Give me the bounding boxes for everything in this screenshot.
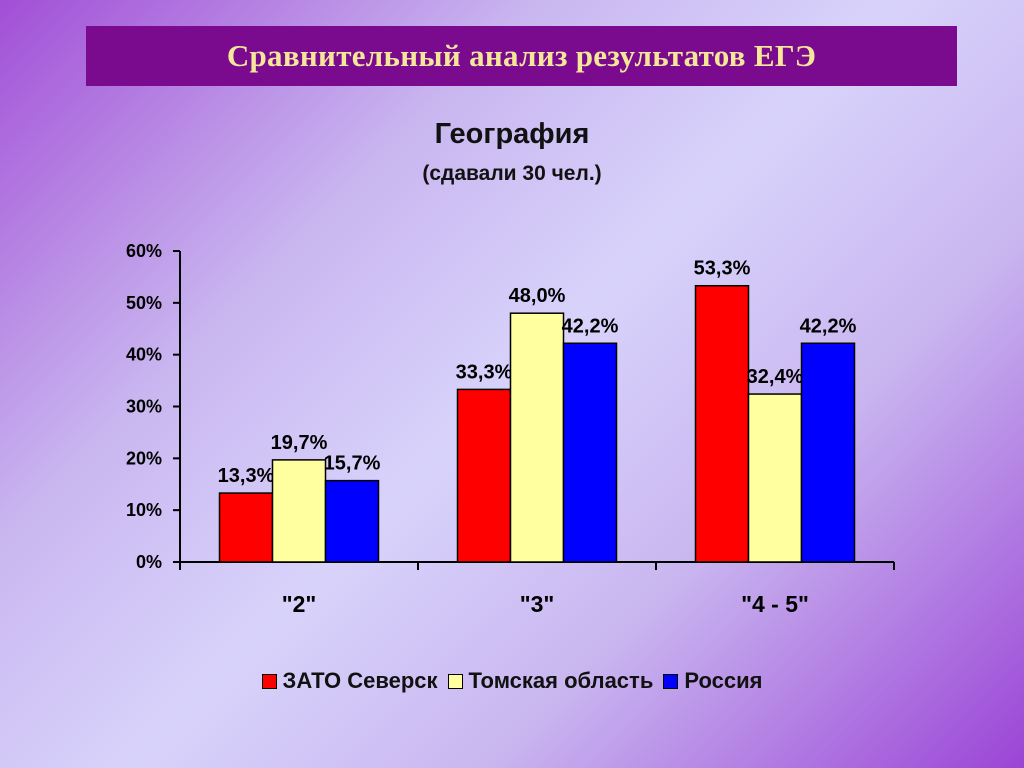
y-tick-label: 50% (126, 293, 162, 313)
legend-swatch-tomsk (447, 673, 463, 689)
bar-value-label: 19,7% (271, 432, 328, 454)
bar-value-label: 33,3% (456, 361, 513, 383)
bar (456, 388, 512, 563)
legend-label-tomsk: Томская область (468, 668, 654, 693)
bar-value-label: 48,0% (509, 285, 566, 307)
x-category-label: "4 - 5" (741, 591, 809, 617)
bar-value-label: 42,2% (800, 315, 857, 337)
y-tick-label: 20% (126, 448, 162, 468)
bar (324, 479, 380, 563)
legend-label-russia: Россия (684, 668, 763, 693)
legend-item-russia: Россия (663, 668, 762, 694)
bar (747, 393, 803, 563)
bar (218, 492, 274, 563)
legend-item-tomsk: Томская область (447, 668, 654, 694)
x-category-label: "3" (520, 591, 555, 617)
y-tick-label: 40% (126, 345, 162, 365)
bar-value-label: 13,3% (218, 465, 275, 487)
bar-value-label: 32,4% (747, 366, 804, 388)
y-tick-label: 10% (126, 500, 162, 520)
legend-swatch-seversk (261, 673, 277, 689)
slide-title: Сравнительный анализ результатов ЕГЭ (226, 38, 817, 73)
legend-swatch-russia (663, 673, 679, 689)
slide-title-bar: Сравнительный анализ результатов ЕГЭ (86, 26, 957, 86)
y-tick-label: 30% (126, 397, 162, 417)
bar-value-label: 53,3% (694, 258, 751, 280)
legend-item-seversk: ЗАТО Северск (261, 668, 438, 694)
bar (509, 312, 565, 563)
legend-label-seversk: ЗАТО Северск (282, 668, 438, 693)
y-tick-label: 0% (136, 552, 162, 572)
bar (271, 459, 327, 563)
chart-legend: ЗАТО Северск Томская область Россия (0, 668, 1024, 694)
bar (800, 342, 856, 563)
chart-title: География (434, 118, 590, 150)
bar-value-label: 42,2% (562, 315, 619, 337)
bar-value-label: 15,7% (324, 453, 381, 475)
chart-subtitle: (сдавали 30 чел.) (422, 162, 602, 185)
x-category-label: "2" (282, 591, 317, 617)
bar (562, 342, 618, 563)
y-tick-label: 60% (126, 241, 162, 261)
bar (694, 284, 750, 563)
